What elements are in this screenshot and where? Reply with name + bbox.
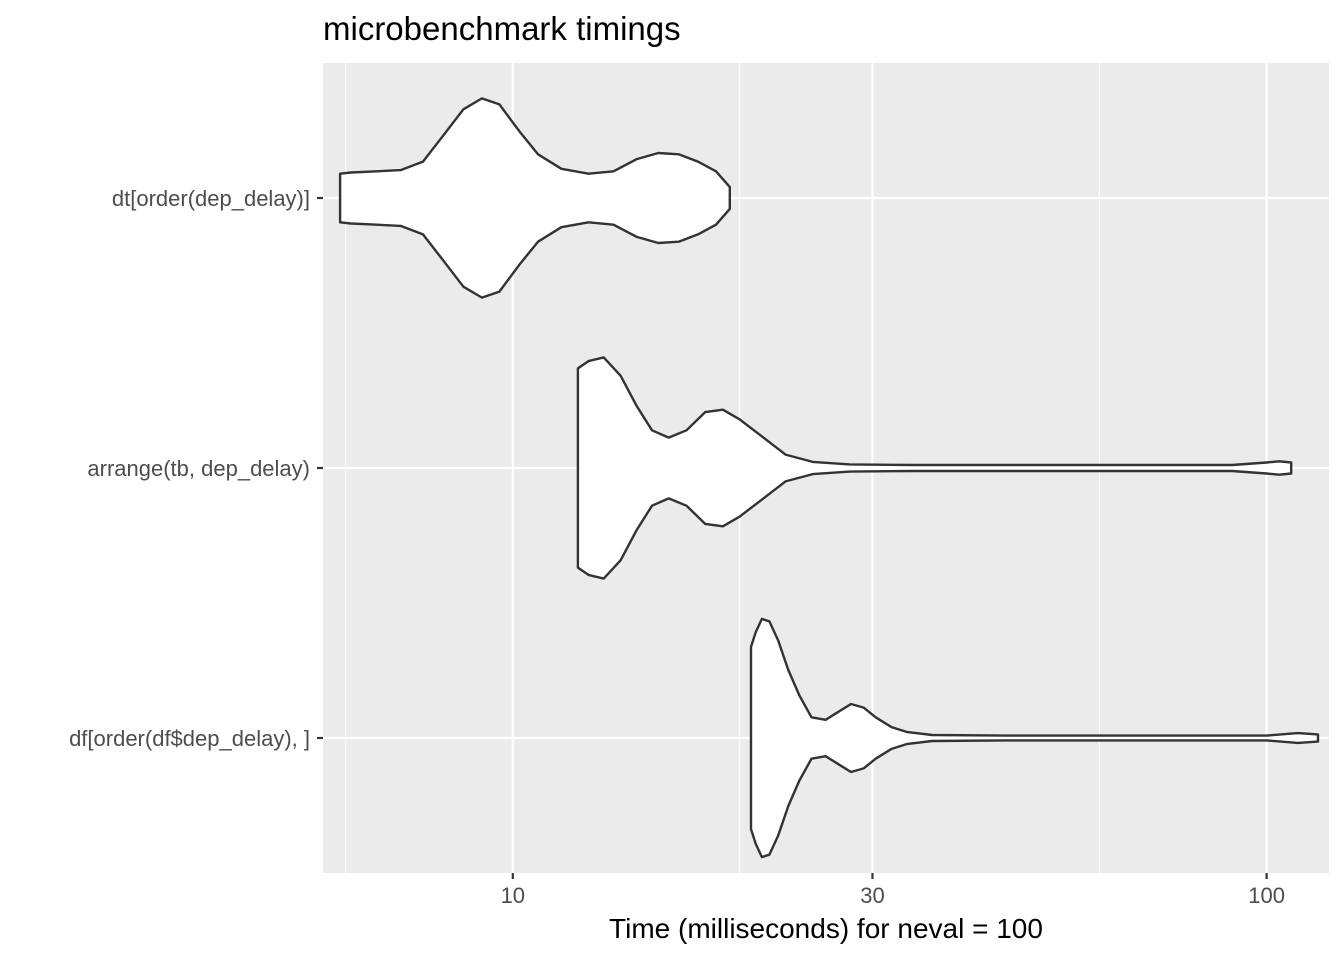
violins bbox=[338, 97, 1320, 859]
x-axis-title: Time (milliseconds) for neval = 100 bbox=[609, 913, 1043, 944]
violin-2 bbox=[749, 617, 1320, 859]
y-tick-label: arrange(tb, dep_delay) bbox=[87, 456, 310, 481]
violin-0 bbox=[338, 97, 731, 299]
x-tick-label: 30 bbox=[860, 883, 884, 908]
y-axis: dt[order(dep_delay)] arrange(tb, dep_dela… bbox=[69, 186, 323, 751]
y-tick-label: dt[order(dep_delay)] bbox=[112, 186, 310, 211]
x-tick-label: 10 bbox=[501, 883, 525, 908]
chart-title: microbenchmark timings bbox=[323, 10, 681, 47]
violin-1 bbox=[576, 356, 1293, 580]
x-tick-label: 100 bbox=[1248, 883, 1285, 908]
y-tick-label: df[order(df$dep_delay), ] bbox=[69, 726, 310, 751]
x-axis: 10 30 100 bbox=[501, 873, 1285, 908]
